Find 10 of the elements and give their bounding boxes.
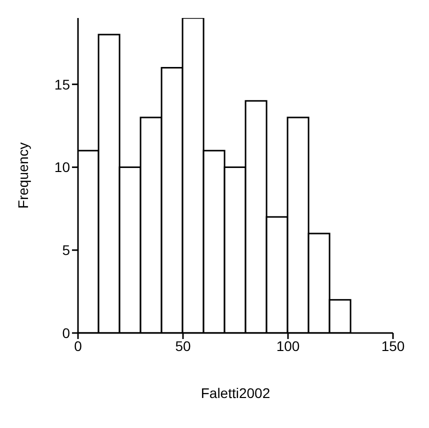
x-tick-label: 0	[74, 338, 82, 354]
y-axis-title: Frequency	[14, 142, 31, 209]
y-tick-label: 5	[62, 242, 70, 258]
y-tick-label: 10	[54, 159, 70, 176]
x-tick-label: 50	[175, 338, 191, 354]
x-axis-title: Faletti2002	[200, 385, 270, 401]
y-tick-label: 15	[54, 76, 70, 92]
y-tick-label: 0	[62, 324, 70, 341]
x-tick-label: 100	[276, 338, 300, 354]
x-tick-label: 150	[381, 338, 405, 354]
